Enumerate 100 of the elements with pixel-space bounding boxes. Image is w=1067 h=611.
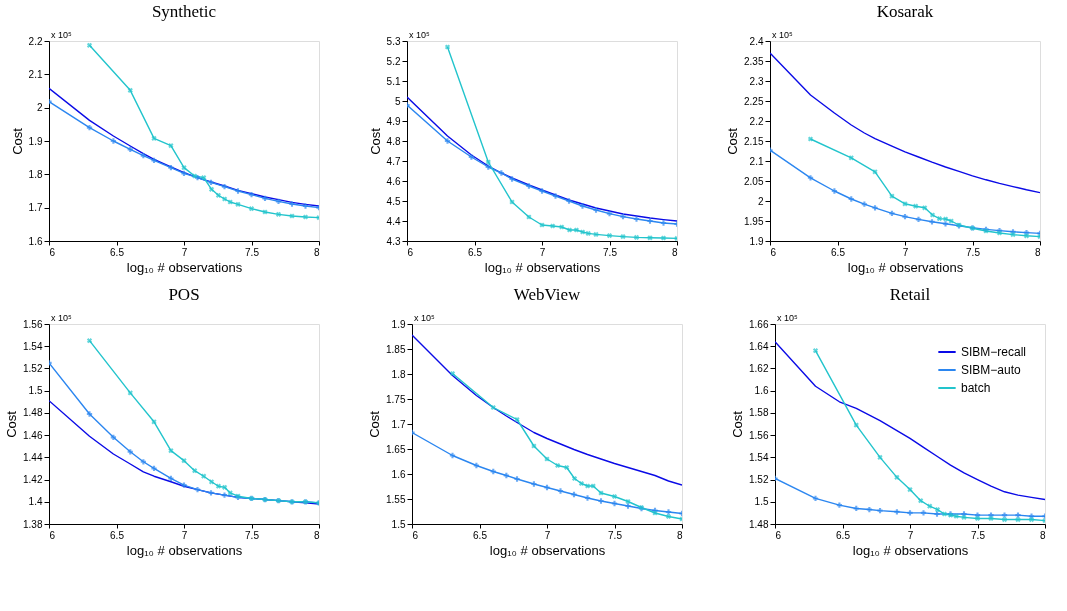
x-axis-title: log₁₀ # observations — [126, 542, 243, 558]
y-tick-label: 1.54 — [23, 340, 43, 352]
x-tick-label: 7 — [181, 246, 188, 258]
y-tick-label: 2.2 — [749, 115, 764, 127]
y-tick-label: 1.6 — [28, 235, 43, 247]
x-tick-label: 6 — [412, 529, 419, 541]
y-tick-label: 1.8 — [28, 168, 43, 180]
x-axis-title: log₁₀ # observations — [847, 259, 964, 275]
y-tick-label: 4.9 — [386, 115, 401, 127]
y-tick-label: 1.56 — [749, 429, 769, 441]
x-tick-label: 6.5 — [110, 529, 125, 541]
x-tick-label: 7.5 — [608, 529, 623, 541]
x-tick-label: 6.5 — [468, 246, 483, 258]
y-tick-label: 1.38 — [23, 518, 43, 530]
y-tick-label: 1.54 — [749, 451, 769, 463]
y-tick-label: 1.48 — [749, 518, 769, 530]
x-tick-label: 8 — [313, 246, 320, 258]
y-tick-label: 1.42 — [23, 474, 43, 486]
y-tick-label: 1.5 — [391, 518, 406, 530]
y-tick-label: 2.05 — [744, 175, 764, 187]
legend-label: SIBM−recall — [961, 345, 1027, 359]
x-tick-label: 6 — [770, 246, 777, 258]
y-tick-label: 1.6 — [754, 385, 769, 397]
y-tick-label: 1.64 — [749, 340, 769, 352]
y-tick-label: 1.4 — [28, 496, 43, 508]
y-axis-title: Cost — [9, 127, 25, 155]
y-tick-label: 2.3 — [749, 75, 764, 87]
y-tick-label: 2.1 — [28, 68, 43, 80]
y-tick-label: 1.48 — [23, 407, 43, 419]
y-tick-label: 4.7 — [386, 155, 401, 167]
y-tick-label: 1.6 — [391, 468, 406, 480]
text: x 10⁵ — [409, 30, 431, 40]
x-tick-label: 8 — [1034, 246, 1041, 258]
x-tick-label: 6.5 — [836, 529, 851, 541]
chart-title: Synthetic — [151, 2, 217, 21]
chart-title: POS — [168, 285, 200, 304]
x-tick-label: 6 — [775, 529, 782, 541]
y-tick-label: 2.15 — [744, 135, 764, 147]
chart-title: Kosarak — [876, 2, 934, 21]
text: x 10⁵ — [777, 313, 799, 323]
y-tick-label: 1.9 — [28, 135, 43, 147]
x-tick-label: 7 — [902, 246, 909, 258]
legend-label: batch — [961, 381, 991, 395]
y-tick-label: 4.3 — [386, 235, 401, 247]
y-tick-label: 5.2 — [386, 55, 401, 67]
x-tick-label: 7 — [539, 246, 546, 258]
text: x 10⁵ — [414, 313, 436, 323]
x-tick-label: 7.5 — [966, 246, 981, 258]
x-axis-title: log₁₀ # observations — [126, 259, 243, 275]
y-tick-label: 2 — [757, 195, 764, 207]
y-tick-label: 2 — [36, 102, 43, 114]
x-tick-label: 8 — [1039, 529, 1046, 541]
y-tick-label: 4.4 — [386, 215, 401, 227]
x-tick-label: 7 — [907, 529, 914, 541]
text: x 10⁵ — [51, 30, 73, 40]
y-tick-label: 1.9 — [749, 235, 764, 247]
y-tick-label: 1.46 — [23, 429, 43, 441]
y-tick-label: 1.55 — [386, 493, 406, 505]
text: x 10⁵ — [772, 30, 794, 40]
y-tick-label: 1.9 — [391, 318, 406, 330]
x-tick-label: 7.5 — [971, 529, 986, 541]
y-tick-label: 1.66 — [749, 318, 769, 330]
x-tick-label: 6.5 — [831, 246, 846, 258]
y-tick-label: 1.65 — [386, 443, 406, 455]
y-tick-label: 2.1 — [749, 155, 764, 167]
x-tick-label: 8 — [676, 529, 683, 541]
y-axis-title: Cost — [367, 410, 383, 438]
y-tick-label: 1.75 — [386, 393, 406, 405]
y-tick-label: 1.85 — [386, 343, 406, 355]
x-tick-label: 6 — [49, 246, 56, 258]
y-tick-label: 1.52 — [749, 474, 769, 486]
y-tick-label: 5.3 — [386, 35, 401, 47]
y-tick-label: 1.62 — [749, 362, 769, 374]
y-tick-label: 4.8 — [386, 135, 401, 147]
x-tick-label: 7.5 — [245, 246, 260, 258]
y-tick-label: 1.58 — [749, 407, 769, 419]
x-tick-label: 8 — [671, 246, 678, 258]
x-tick-label: 6.5 — [110, 246, 125, 258]
y-tick-label: 1.52 — [23, 362, 43, 374]
text: x 10⁵ — [51, 313, 73, 323]
y-tick-label: 2.35 — [744, 55, 764, 67]
chart-title: WebView — [513, 285, 581, 304]
y-tick-label: 1.5 — [754, 496, 769, 508]
x-axis-title: log₁₀ # observations — [489, 542, 606, 558]
x-tick-label: 6 — [49, 529, 56, 541]
y-axis-title: Cost — [367, 127, 383, 155]
y-tick-label: 1.95 — [744, 215, 764, 227]
y-axis-title: Cost — [4, 410, 20, 438]
y-tick-label: 2.25 — [744, 95, 764, 107]
y-tick-label: 5 — [394, 95, 401, 107]
x-axis-title: log₁₀ # observations — [484, 259, 601, 275]
y-tick-label: 4.5 — [386, 195, 401, 207]
x-tick-label: 6.5 — [473, 529, 488, 541]
y-tick-label: 1.56 — [23, 318, 43, 330]
y-axis-title: Cost — [730, 410, 746, 438]
x-axis-title: log₁₀ # observations — [852, 542, 969, 558]
x-tick-label: 8 — [313, 529, 320, 541]
x-tick-label: 6 — [407, 246, 414, 258]
y-tick-label: 4.6 — [386, 175, 401, 187]
y-tick-label: 1.5 — [28, 385, 43, 397]
